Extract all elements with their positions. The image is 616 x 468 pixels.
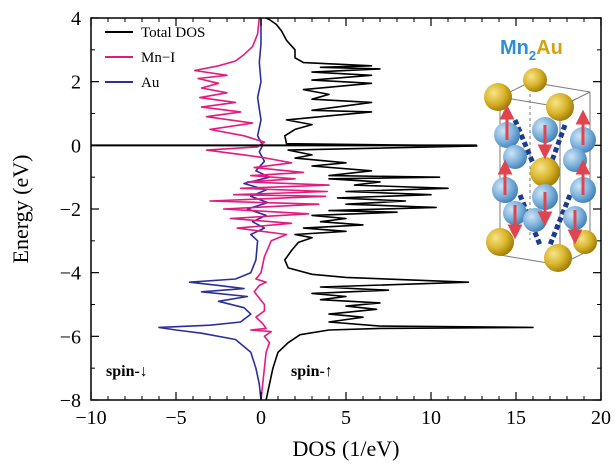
series-line-mn-i (193, 18, 330, 400)
x-axis-title: DOS (1/eV) (293, 436, 400, 461)
series-line-total-dos (265, 18, 534, 400)
y-axis-title: Energy (eV) (8, 155, 33, 264)
formula-au: Au (536, 37, 563, 59)
x-tick-label: 5 (341, 407, 351, 429)
legend-label-mn-i: Mn−I (141, 50, 175, 66)
legend-label-au: Au (141, 75, 160, 91)
y-tick-label: −4 (60, 263, 81, 285)
formula-mn: Mn (500, 37, 529, 59)
y-tick-label: 0 (71, 135, 81, 157)
x-tick-label: −10 (75, 407, 106, 429)
series-line-au (158, 18, 271, 400)
legend-label-total-dos: Total DOS (141, 25, 205, 41)
x-tick-label: 20 (591, 407, 611, 429)
y-tick-label: −6 (60, 326, 81, 348)
crystal-structure-image (484, 68, 597, 272)
legend: Total DOS Mn−I Au (105, 25, 205, 91)
y-tick-label: 2 (71, 72, 81, 94)
y-tick-label: −8 (60, 390, 81, 412)
annotation-spin-down: spin-↓ (106, 363, 148, 380)
compound-formula: Mn2Au (500, 37, 563, 63)
axes-layer: −10 −5 0 5 10 15 20 −8 −6 −4 −2 0 2 4 (60, 8, 611, 429)
annotation-spin-up: spin-↑ (291, 363, 333, 380)
formula-subscript: 2 (529, 48, 536, 63)
crystal-structure-inset: Mn2Au (484, 37, 597, 272)
x-tick-label: −5 (165, 407, 186, 429)
y-tick-label: −2 (60, 199, 81, 221)
x-tick-label: 10 (421, 407, 441, 429)
series-layer (158, 18, 534, 400)
y-tick-label: 4 (71, 8, 81, 30)
x-tick-label: 15 (506, 407, 526, 429)
x-tick-label: 0 (256, 407, 266, 429)
